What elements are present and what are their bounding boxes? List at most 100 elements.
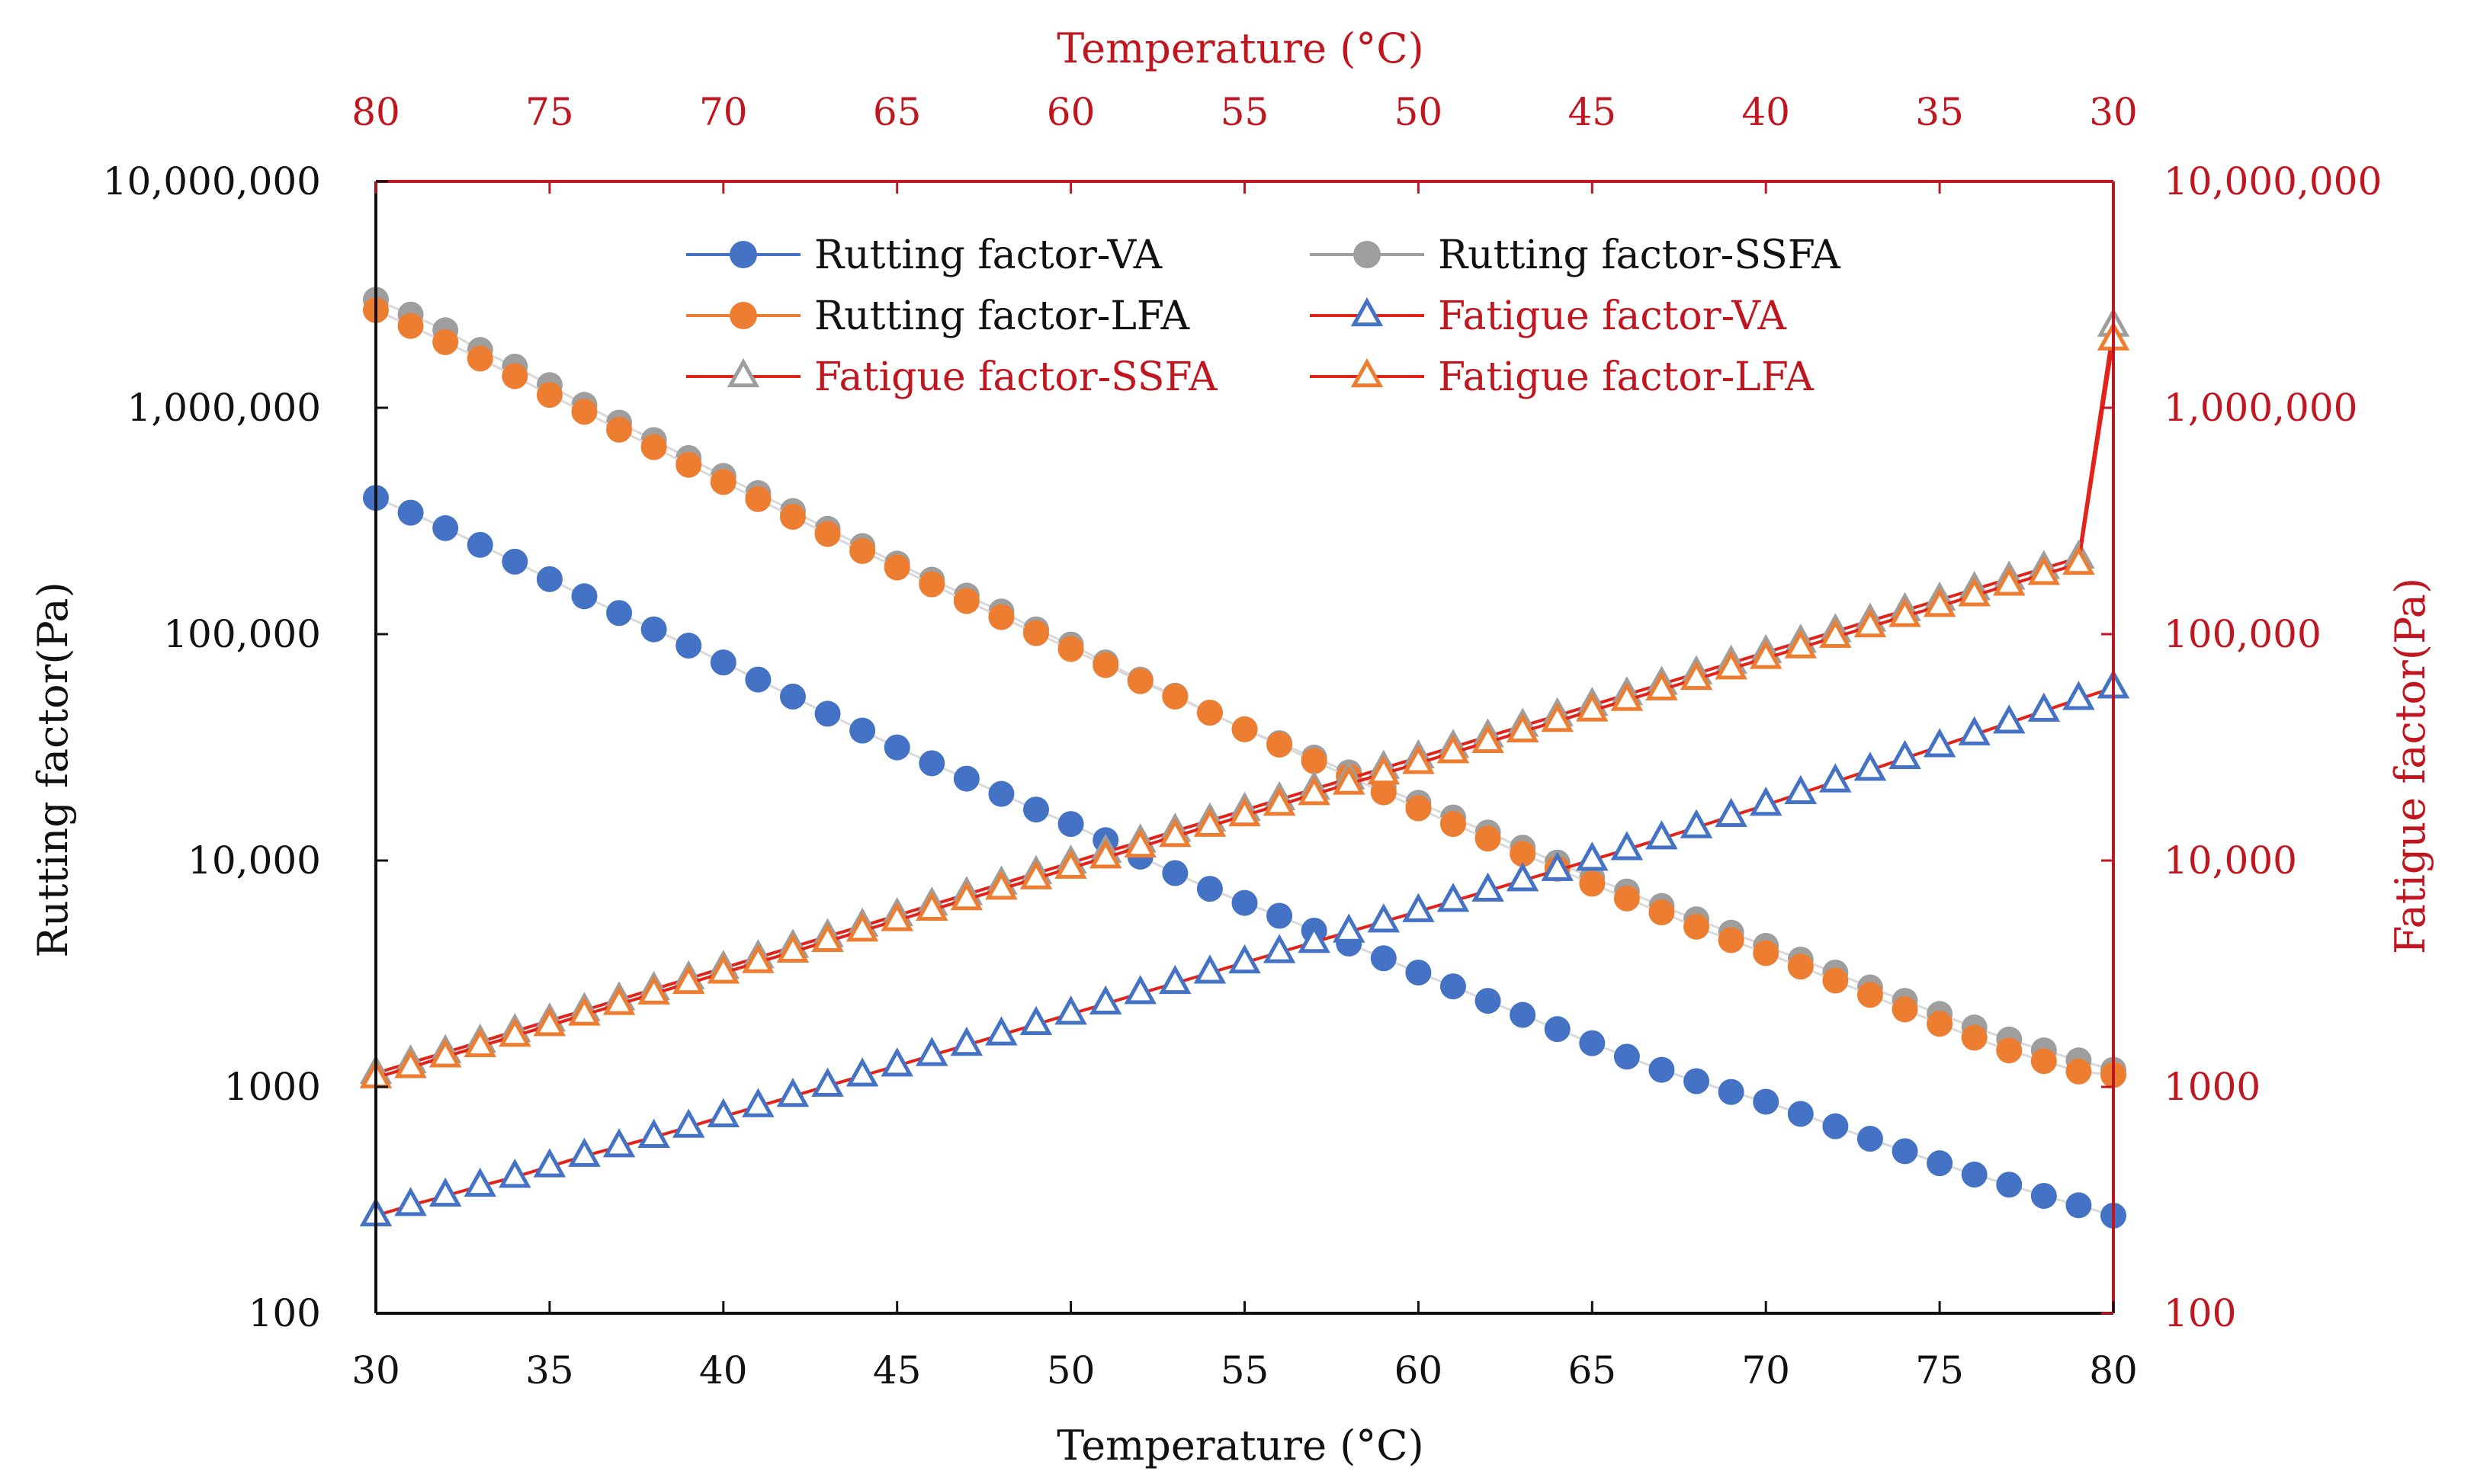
data-point-triangle [1541, 702, 1574, 732]
left-tick-label: 10,000 [188, 838, 321, 883]
data-point-triangle [742, 1088, 775, 1117]
data-point-circle [2030, 1183, 2057, 1210]
data-point-circle [502, 548, 528, 575]
data-point-circle [2065, 1192, 2092, 1219]
data-point-triangle [1958, 716, 1991, 745]
data-point-triangle [985, 1016, 1018, 1046]
data-point-circle [397, 499, 424, 526]
left-tick-label: 100,000 [163, 612, 321, 656]
data-point-circle [640, 616, 667, 643]
data-point-circle [953, 588, 980, 614]
data-point-triangle [1402, 893, 1435, 922]
data-point-circle [536, 382, 563, 409]
data-point-circle [397, 313, 424, 339]
legend-swatch-triangle [727, 357, 760, 388]
data-point-triangle [846, 912, 879, 942]
data-point-circle [1927, 1150, 1953, 1177]
data-point-triangle [742, 944, 775, 973]
data-point-triangle [1715, 797, 1747, 827]
top-tick-label: 50 [1394, 90, 1443, 134]
left-tick-label: 10,000,000 [103, 159, 321, 204]
data-point-circle [710, 649, 736, 676]
right-tick-label: 1000 [2164, 1065, 2261, 1109]
data-point-triangle [1054, 849, 1087, 879]
data-point-circle [1961, 1162, 1988, 1188]
data-point-circle [1370, 945, 1397, 972]
right-tick-label: 100,000 [2164, 612, 2322, 656]
legend: Rutting factor-VA Rutting factor-SSFA Rutt… [686, 232, 1841, 400]
data-point-circle [919, 571, 945, 598]
top-tick-label: 30 [2089, 90, 2138, 134]
data-point-triangle [464, 1027, 496, 1057]
legend-swatch-triangle [1350, 296, 1384, 327]
data-point-triangle [1784, 629, 1818, 659]
data-point-circle [1892, 1138, 1918, 1165]
data-point-triangle [2062, 681, 2095, 710]
data-point-triangle [1298, 776, 1330, 806]
data-point-triangle [2027, 556, 2061, 585]
data-point-circle [1996, 1171, 2023, 1198]
data-point-triangle [1332, 765, 1365, 795]
data-point-triangle [602, 986, 636, 1015]
data-point-circle [1023, 796, 1050, 823]
bottom-tick-label: 65 [1568, 1348, 1616, 1393]
data-point-circle [884, 554, 910, 581]
data-point-triangle [1715, 650, 1747, 680]
data-point-circle [1231, 889, 1258, 916]
legend-swatch-circle [1353, 241, 1381, 268]
left-tick-label: 1000 [224, 1065, 321, 1109]
data-point-circle [571, 583, 598, 610]
data-point-circle [1196, 699, 1223, 726]
data-point-circle [849, 717, 876, 744]
bottom-tick-label: 35 [525, 1348, 574, 1393]
data-point-circle [1718, 1079, 1744, 1105]
data-point-triangle [811, 922, 844, 953]
data-point-triangle [1645, 671, 1678, 700]
data-point-triangle [394, 1049, 427, 1079]
series-layer [359, 287, 2130, 1229]
top-tick-label: 80 [351, 90, 400, 134]
data-point-triangle [672, 964, 705, 995]
data-point-triangle [1923, 588, 1956, 617]
data-point-circle [745, 666, 772, 693]
data-point-triangle [811, 1067, 844, 1097]
data-point-triangle [1819, 763, 1852, 793]
data-point-triangle [533, 1148, 566, 1178]
data-point-triangle [1159, 818, 1192, 848]
top-tick-label: 35 [1915, 90, 1964, 134]
data-point-triangle [1471, 723, 1504, 753]
data-point-circle [1510, 1002, 1536, 1028]
data-point-circle [779, 683, 806, 710]
data-point-triangle [1228, 944, 1261, 974]
data-point-circle [1127, 668, 1154, 694]
data-point-circle [432, 514, 459, 541]
data-point-triangle [1993, 566, 2026, 596]
data-point-circle [814, 700, 841, 727]
data-point-circle [1057, 811, 1084, 838]
data-point-triangle [637, 975, 670, 1005]
data-point-triangle [1888, 739, 1921, 769]
data-point-triangle [568, 996, 601, 1026]
data-point-triangle [1749, 639, 1782, 669]
data-point-triangle [1124, 975, 1157, 1005]
data-point-circle [1648, 1056, 1675, 1083]
data-point-circle [1439, 811, 1466, 838]
data-point-triangle [499, 1159, 531, 1188]
data-point-circle [1162, 683, 1189, 710]
data-point-circle [779, 504, 806, 530]
data-point-triangle [464, 1167, 496, 1197]
data-point-triangle [1402, 745, 1435, 774]
data-point-triangle [1263, 786, 1296, 816]
legend-label: Fatigue factor-VA [1438, 293, 1787, 339]
data-point-circle [1683, 913, 1710, 940]
data-point-triangle [568, 1137, 601, 1167]
data-point-circle [1544, 1016, 1571, 1043]
data-point-circle [1266, 902, 1293, 929]
data-point-triangle [1367, 903, 1401, 933]
data-point-circle [1196, 876, 1223, 902]
data-point-circle [1892, 996, 1918, 1023]
data-point-triangle [881, 1047, 913, 1077]
data-point-triangle [1089, 839, 1122, 869]
data-point-triangle [1993, 704, 2026, 734]
